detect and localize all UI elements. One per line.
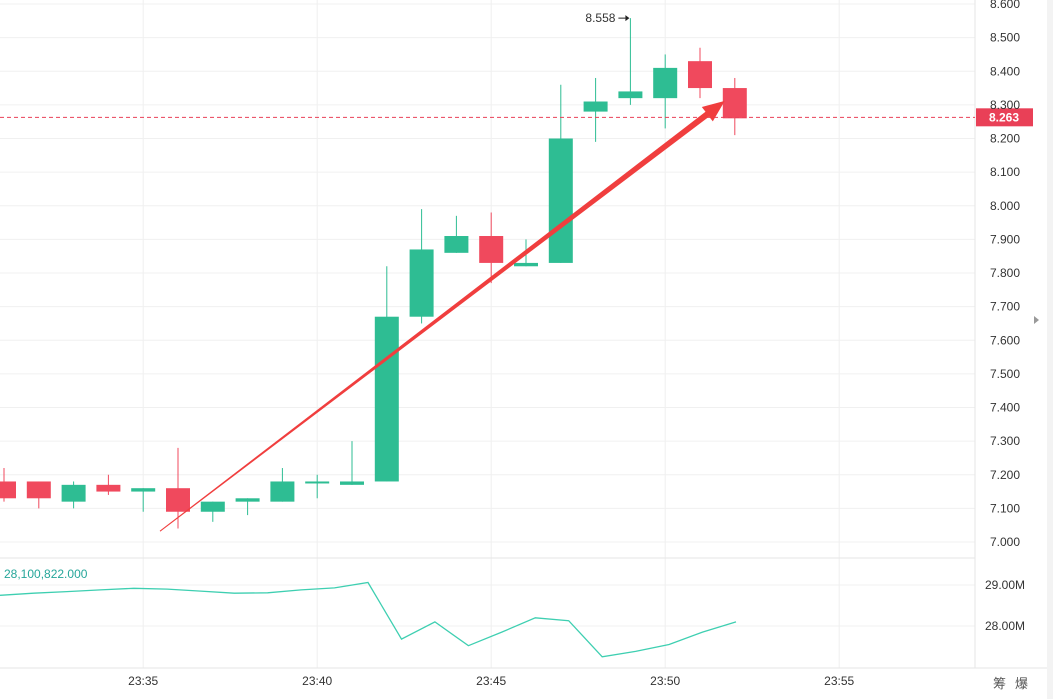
footer-label-liquidation[interactable]: 爆 [1015,677,1028,692]
price-tick-label: 8.400 [990,64,1020,78]
candle-up [618,91,643,99]
candle-up [340,481,364,485]
high-marker-arrowhead [625,15,630,22]
price-tick-label: 7.400 [990,401,1020,415]
candle-down [479,236,504,263]
candle-up [583,101,608,112]
candle-up [270,481,295,502]
candle-down [688,61,712,89]
price-tick-label: 7.200 [990,468,1020,482]
price-tick-label: 8.100 [990,165,1020,179]
volume-tick-label: 28.00M [985,619,1025,633]
candle-down [26,481,51,499]
candle-up [653,67,678,99]
scroll-edge [1034,0,1053,699]
time-tick-label: 23:50 [650,674,680,688]
price-tick-label: 7.600 [990,333,1020,347]
price-tick-label: 8.500 [990,31,1020,45]
candle-down [0,481,16,499]
price-tick-label: 7.300 [990,434,1020,448]
current-price-tag [976,108,1033,127]
price-tick-label: 7.500 [990,367,1020,381]
time-tick-label: 23:55 [824,674,854,688]
high-marker-label: 8.558 [585,11,615,25]
candle-down [166,488,190,512]
price-tick-label: 7.700 [990,300,1020,314]
price-tick-label: 7.100 [990,501,1020,515]
time-tick-label: 23:45 [476,674,506,688]
current-price-label: 8.263 [989,110,1019,124]
candle-up [374,316,399,482]
price-tick-label: 8.000 [990,199,1020,213]
price-tick-label: 8.300 [990,98,1020,112]
price-tick-label: 8.600 [990,0,1020,11]
price-tick-label: 7.800 [990,266,1020,280]
time-axis: 23:35 23:40 23:45 23:50 23:55 [128,674,854,688]
volume-line [0,581,737,658]
trend-arrow-shape [159,100,725,532]
candle-up [200,501,225,512]
candle-up [61,484,86,502]
candle-up [514,262,538,267]
candle-down [722,88,747,119]
volume-panel: 28,100,822.000 [0,567,737,658]
right-scroll-strip[interactable] [1047,0,1053,699]
volume-value-label: 28,100,822.000 [4,567,88,581]
price-tick-label: 7.900 [990,232,1020,246]
candle-up [305,481,330,484]
trend-arrow [159,100,725,532]
price-tick-label: 8.200 [990,132,1020,146]
candle-up [235,498,260,502]
footer-label-chip[interactable]: 筹 [993,676,1006,692]
price-tick-label: 7.000 [990,535,1020,549]
candle-up [444,236,469,253]
candle-up [409,249,434,317]
volume-tick-label: 29.00M [985,578,1025,592]
footer-toolbar: 筹 爆 [993,676,1028,692]
collapse-right-icon[interactable] [1034,316,1039,324]
grid [0,0,1053,669]
price-axis[interactable]: 8.263 8.600 8.500 8.400 8.300 8.200 8.100 8.000… [976,0,1033,633]
candles: 8.558 [0,11,975,529]
time-tick-label: 23:40 [302,674,332,688]
candle-down [96,484,121,492]
candle-up [548,138,573,263]
candle-up [131,488,156,492]
time-tick-label: 23:35 [128,674,158,688]
